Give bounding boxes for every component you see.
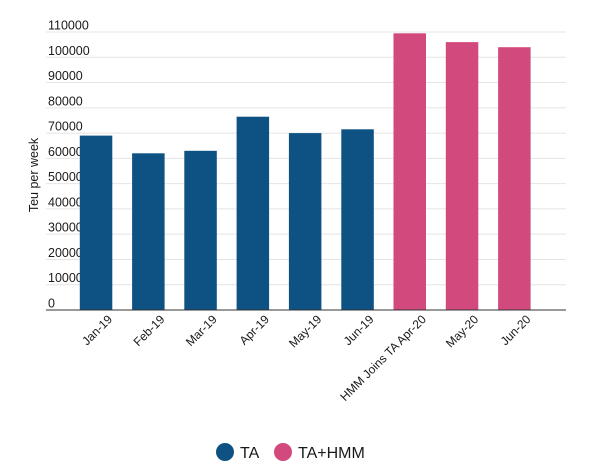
y-tick-label: 20000: [48, 246, 83, 260]
legend-swatch: [274, 443, 292, 461]
y-tick-label: 100000: [48, 44, 90, 58]
y-tick-label: 10000: [48, 271, 83, 285]
bar: [445, 42, 479, 310]
bar: [341, 129, 374, 310]
x-axis-ticks: Jan-19 Feb-19 Mar-19 Apr-19 May-19 Jun-19HMM …: [79, 312, 533, 404]
x-tick-label: Jun-20: [498, 312, 534, 348]
bar: [184, 150, 217, 310]
y-tick-label: 50000: [48, 170, 83, 184]
legend-label: TA: [240, 445, 260, 462]
y-tick-label: 30000: [48, 221, 83, 235]
y-tick-label: 40000: [48, 195, 83, 209]
legend-swatch: [216, 443, 234, 461]
y-tick-label: 70000: [48, 120, 83, 134]
y-tick-label: 60000: [48, 145, 83, 159]
legend-label: TA+HMM: [298, 445, 365, 462]
x-tick-label: HMM Joins TA Apr-20: [337, 312, 429, 404]
x-tick-label: Mar-19: [183, 312, 220, 349]
x-tick-label: Feb-19: [131, 312, 168, 349]
bar: [288, 133, 322, 310]
y-axis-ticks: 0 10000 20000 30000 40000 50000 60000 70000 8000…: [48, 19, 90, 311]
bar: [236, 116, 270, 310]
x-tick-label: Apr-19: [237, 312, 273, 348]
y-tick-label: 110000: [48, 19, 89, 33]
bar: [498, 47, 531, 310]
x-tick-label: May-20: [443, 312, 481, 350]
bar: [79, 135, 113, 310]
y-tick-label: 0: [48, 297, 55, 311]
legend: TA TA+HMM: [216, 443, 365, 462]
x-tick-label: May-19: [286, 312, 324, 350]
bars: [79, 33, 531, 311]
x-tick-label: Jun-19: [341, 312, 377, 348]
y-tick-label: 90000: [48, 69, 83, 83]
x-tick-label: Jan-19: [79, 312, 115, 348]
bar: [393, 33, 426, 311]
y-tick-label: 80000: [48, 94, 83, 108]
bar: [132, 153, 165, 310]
y-axis-label: Teu per week: [27, 137, 41, 212]
